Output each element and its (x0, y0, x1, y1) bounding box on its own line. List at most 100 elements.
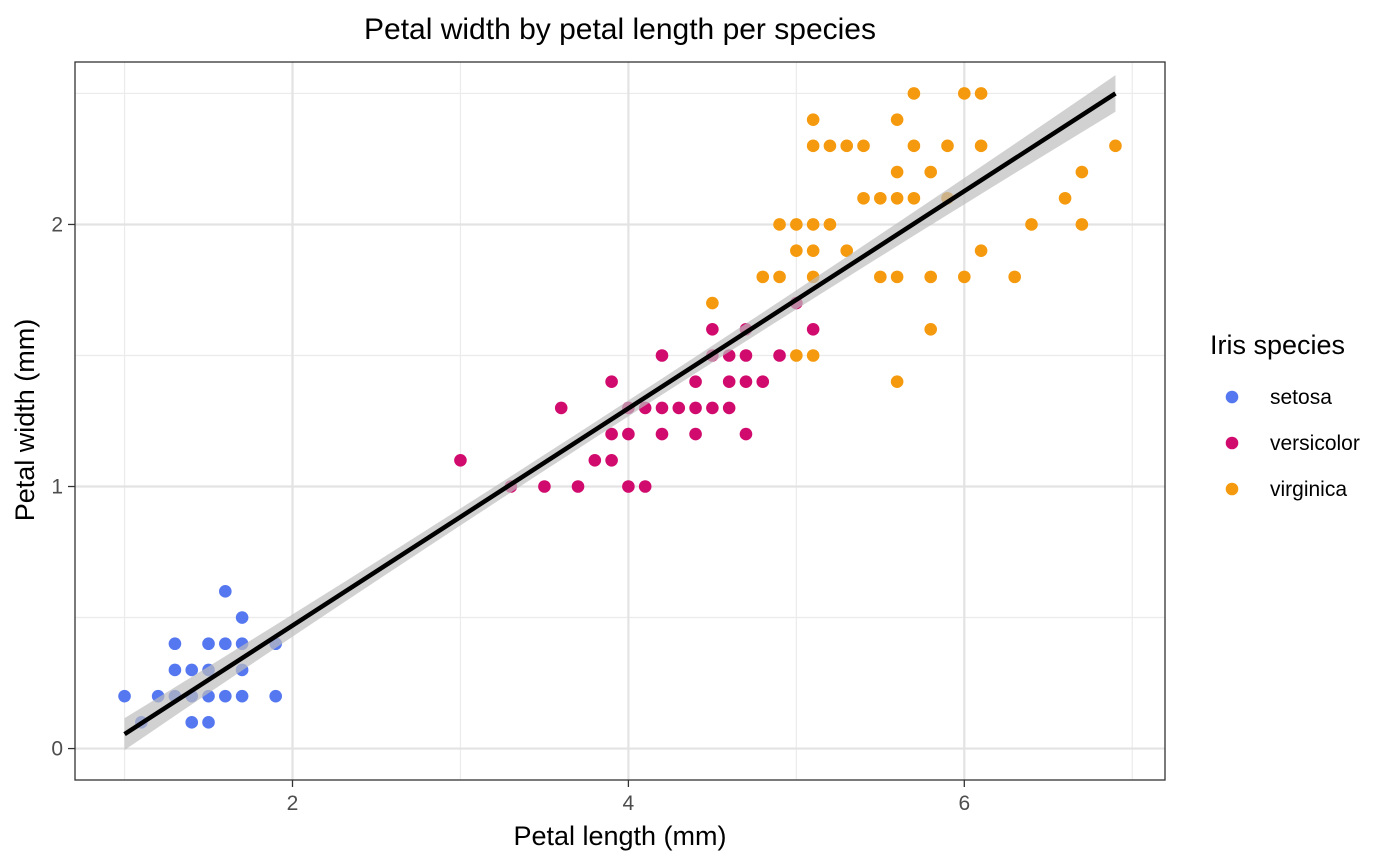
data-point-virginica (1109, 139, 1122, 153)
data-point-setosa (219, 689, 232, 703)
data-point-virginica (941, 139, 954, 153)
data-point-virginica (857, 139, 870, 153)
data-point-virginica (907, 191, 921, 205)
data-point-setosa (202, 716, 215, 729)
data-point-versicolor (605, 375, 618, 388)
data-point-virginica (874, 270, 887, 284)
data-point-setosa (118, 689, 131, 703)
chart-title: Petal width by petal length per species (364, 13, 876, 46)
data-point-versicolor (554, 401, 568, 415)
data-point-versicolor (571, 480, 585, 493)
data-point-versicolor (722, 401, 736, 415)
data-point-virginica (857, 191, 870, 205)
data-point-virginica (890, 113, 904, 126)
data-point-setosa (185, 663, 199, 677)
data-point-versicolor (538, 480, 551, 493)
x-tick-label: 4 (623, 792, 635, 815)
x-axis-label: Petal length (mm) (513, 821, 726, 851)
data-point-versicolor (722, 375, 736, 388)
data-point-versicolor (689, 427, 702, 441)
data-point-versicolor (706, 401, 719, 415)
data-point-versicolor (689, 401, 702, 415)
plot-area (74, 61, 1166, 781)
x-tick-label: 6 (958, 792, 970, 815)
data-point-virginica (806, 349, 820, 362)
x-tick-label: 2 (287, 792, 299, 815)
data-point-setosa (219, 585, 232, 598)
data-point-versicolor (689, 375, 702, 388)
data-point-setosa (168, 637, 182, 651)
data-point-virginica (706, 296, 719, 310)
data-point-setosa (269, 689, 283, 703)
data-point-versicolor (739, 375, 753, 388)
data-point-versicolor (655, 427, 669, 441)
legend-label-virginica: virginica (1270, 478, 1347, 501)
data-point-virginica (890, 191, 904, 205)
data-point-virginica (806, 113, 820, 126)
data-point-versicolor (806, 322, 820, 336)
data-point-virginica (890, 375, 904, 388)
data-point-virginica (790, 218, 803, 231)
data-point-virginica (806, 139, 820, 153)
data-point-virginica (773, 270, 786, 284)
data-point-virginica (823, 218, 837, 231)
data-point-setosa (202, 637, 215, 651)
trend-line (123, 91, 1117, 737)
legend-title: Iris species (1210, 330, 1345, 360)
data-point-virginica (974, 87, 988, 100)
data-point-virginica (907, 139, 921, 153)
data-point-virginica (974, 244, 988, 257)
panel-border (74, 61, 1166, 781)
data-point-virginica (890, 165, 904, 179)
data-point-virginica (974, 139, 988, 153)
legend-label-versicolor: versicolor (1270, 432, 1360, 455)
data-point-versicolor (773, 349, 786, 362)
y-tick-label: 0 (51, 738, 63, 761)
data-point-virginica (1008, 270, 1021, 284)
legend-swatch-versicolor (1225, 436, 1239, 450)
legend-label-setosa: setosa (1270, 386, 1332, 409)
data-point-setosa (185, 716, 199, 729)
legend-swatch-setosa (1225, 390, 1239, 404)
data-point-virginica (957, 87, 971, 100)
data-point-setosa (168, 663, 182, 677)
data-point-versicolor (672, 401, 686, 415)
data-point-virginica (840, 244, 854, 257)
y-axis-label: Petal width (mm) (10, 319, 40, 522)
data-point-versicolor (655, 349, 669, 362)
data-point-virginica (890, 270, 904, 284)
data-point-setosa (219, 637, 232, 651)
data-point-versicolor (655, 401, 669, 415)
data-point-virginica (806, 218, 820, 231)
y-tick-label: 2 (51, 213, 63, 236)
data-point-versicolor (739, 427, 753, 441)
data-point-virginica (773, 218, 786, 231)
data-point-virginica (907, 87, 921, 100)
data-point-virginica (790, 349, 803, 362)
data-point-setosa (235, 611, 249, 624)
data-point-versicolor (756, 375, 770, 388)
data-point-virginica (806, 244, 820, 257)
data-point-versicolor (739, 349, 753, 362)
legend-swatch-virginica (1225, 482, 1239, 496)
data-point-versicolor (706, 322, 719, 336)
data-point-versicolor (638, 480, 652, 493)
data-point-virginica (790, 244, 803, 257)
data-point-virginica (924, 165, 938, 179)
data-point-virginica (840, 139, 854, 153)
data-point-virginica (1058, 191, 1072, 205)
data-point-virginica (924, 322, 938, 336)
data-point-virginica (957, 270, 971, 284)
data-point-setosa (235, 689, 249, 703)
legend: Iris species setosa versicolor virginica (1210, 330, 1360, 501)
data-point-virginica (924, 270, 938, 284)
data-point-versicolor (605, 454, 618, 467)
data-point-versicolor (454, 454, 467, 467)
data-point-versicolor (622, 427, 635, 441)
data-point-virginica (874, 191, 887, 205)
data-point-versicolor (588, 454, 602, 467)
y-tick-label: 1 (51, 476, 63, 499)
data-point-virginica (823, 139, 837, 153)
data-point-versicolor (622, 480, 635, 493)
